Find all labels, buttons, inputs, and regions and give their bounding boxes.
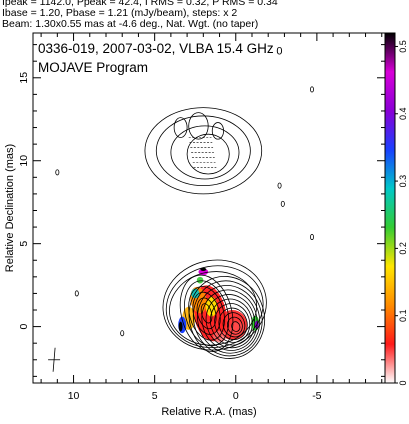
sub-component-contour (173, 117, 188, 138)
x-tick-label: 10 (68, 390, 80, 402)
noise-glyph: 0 (276, 46, 282, 58)
outer-contour (165, 265, 264, 349)
core-contour (201, 289, 258, 351)
chart-title: 0336-019, 2007-03-02, VLBA 15.4 GHz (38, 41, 274, 56)
jet-knot-contour (200, 303, 213, 324)
core-contour (231, 321, 241, 332)
core-contour (197, 285, 261, 354)
jet-knot-contour (184, 280, 230, 347)
noise-blob (310, 234, 315, 241)
chart-subtitle: MOJAVE Program (38, 60, 148, 75)
sub-component-contour (211, 122, 224, 140)
outer-component-contour (186, 133, 230, 175)
noise-blob (74, 290, 79, 297)
header-line-2: Ibase = 1.20, Pbase = 1.21 (mJy/beam), s… (2, 7, 238, 19)
polarization-patch (200, 267, 207, 272)
colorbar-scale (384, 32, 396, 384)
colorbar-tick-label: 0.5 (398, 40, 408, 53)
jet-knot-contour (196, 297, 217, 330)
x-tick-label: -5 (312, 390, 321, 402)
jet-knot-contour (179, 274, 234, 352)
header-line-3: Beam: 1.30x0.55 mas at -4.6 deg., Nat. W… (2, 18, 259, 30)
y-tick-label: 5 (18, 241, 30, 247)
colorbar: 0 0.1 0.2 0.3 0.4 0.5 (384, 32, 408, 386)
outer-component-contour (170, 125, 240, 180)
polarization-patch (178, 321, 183, 332)
x-tick-label: 0 (233, 390, 239, 402)
core-contour (188, 275, 265, 359)
jet-knot-contour (188, 286, 225, 341)
y-tick-label: 0 (18, 324, 30, 330)
colorbar-tick-label: 0.3 (398, 175, 408, 188)
core-contour (218, 307, 248, 341)
core-contour (192, 280, 263, 357)
colorbar-tick-label: 0.1 (398, 309, 408, 322)
outer-component-contour (144, 107, 263, 195)
noise-blob (120, 330, 125, 337)
noise-blob (55, 169, 60, 176)
outer-contour (162, 259, 267, 351)
y-tick-label: 15 (18, 72, 30, 84)
polarization-patch (205, 296, 218, 317)
x-axis-label: Relative R.A. (mas) (161, 406, 256, 418)
y-tick-label: 10 (18, 155, 30, 167)
noise-blob (280, 200, 285, 207)
beam-marker (52, 347, 56, 372)
jet-knot-contour (192, 291, 221, 335)
outer-contour (169, 271, 258, 346)
colorbar-tick-label: 0 (398, 380, 408, 385)
y-axis-label: Relative Declination (mas) (4, 144, 16, 272)
colorbar-tick-label: 0.4 (398, 108, 408, 121)
x-tick-label: 5 (152, 390, 158, 402)
outer-component-contour (155, 115, 251, 187)
polarization-patch (196, 276, 204, 284)
noise-blob (277, 182, 282, 189)
header-line-1: Ipeak = 1142.0, Ppeak = 42.4, I RMS = 0.… (2, 0, 278, 8)
noise-blob (310, 86, 315, 93)
plot-area: 0 (48, 46, 315, 372)
sub-component-contour (188, 112, 209, 140)
colorbar-tick-label: 0.2 (398, 242, 408, 255)
